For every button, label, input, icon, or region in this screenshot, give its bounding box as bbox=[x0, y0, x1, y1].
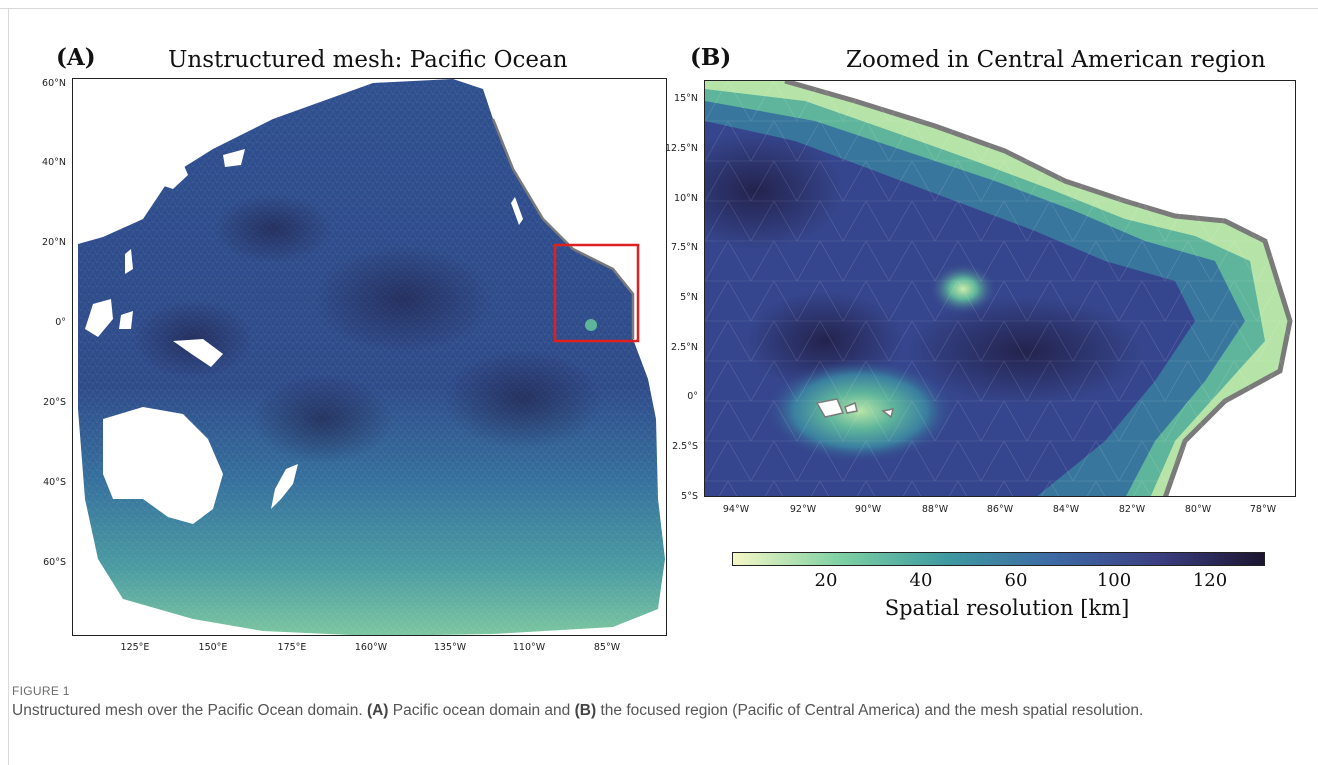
panel-b-ytick: 15°N bbox=[674, 93, 698, 104]
panel-a-ytick: 20°S bbox=[43, 397, 66, 408]
panel-a-xtick: 110°W bbox=[512, 642, 546, 653]
caption-text: the focused region (Pacific of Central A… bbox=[600, 702, 1144, 719]
panel-a-map bbox=[72, 78, 667, 636]
top-rule bbox=[0, 8, 1318, 9]
panel-b-title: Zoomed in Central American region bbox=[846, 47, 1266, 73]
new-guinea-landmass bbox=[173, 339, 223, 367]
panel-b-ytick: 12.5°N bbox=[664, 143, 698, 154]
panel-b-map bbox=[704, 80, 1296, 497]
panel-a-letter: (A) bbox=[56, 44, 96, 71]
caption-text: Pacific ocean domain and bbox=[392, 702, 571, 719]
panel-a-xtick: 125°E bbox=[120, 642, 150, 653]
japan-landmass bbox=[155, 163, 188, 189]
figure-label: FIGURE 1 bbox=[12, 684, 70, 698]
panel-b-ytick: 7.5°N bbox=[671, 242, 698, 253]
panel-b-xtick: 88°W bbox=[921, 504, 949, 515]
figure-caption: Unstructured mesh over the Pacific Ocean… bbox=[12, 700, 1302, 721]
panel-a-ytick: 60°S bbox=[43, 557, 66, 568]
panel-b-ytick: 10°N bbox=[674, 193, 698, 204]
colorbar-label: Spatial resolution [km] bbox=[884, 596, 1130, 620]
caption-panel-b-ref: (B) bbox=[574, 702, 597, 719]
panel-b-xtick: 82°W bbox=[1118, 504, 1146, 515]
colorbar-tick: 100 bbox=[1096, 570, 1132, 591]
panel-a-xtick: 160°W bbox=[354, 642, 388, 653]
panel-b-ytick: 5°S bbox=[681, 491, 698, 502]
panel-b-ytick: 0° bbox=[687, 391, 698, 402]
panel-b-xtick: 78°W bbox=[1249, 504, 1277, 515]
central-america-mesh-map bbox=[705, 81, 1295, 496]
caption-panel-a-ref: (A) bbox=[366, 702, 389, 719]
panel-a-ytick: 40°N bbox=[42, 157, 66, 168]
australia-landmass bbox=[103, 407, 223, 524]
panel-a-xtick: 85°W bbox=[593, 642, 621, 653]
panel-a-xtick: 135°W bbox=[433, 642, 467, 653]
pacific-mesh-map bbox=[78, 79, 665, 635]
panel-b-xtick: 80°W bbox=[1184, 504, 1212, 515]
borneo-landmass bbox=[85, 299, 113, 337]
panel-b-xtick: 86°W bbox=[986, 504, 1014, 515]
panel-b-xtick: 92°W bbox=[789, 504, 817, 515]
panel-b-ytick: 2.5°S bbox=[672, 441, 698, 452]
caption-text: Unstructured mesh over the Pacific Ocean… bbox=[12, 702, 363, 719]
colorbar bbox=[732, 552, 1265, 566]
panel-b-ytick: 5°N bbox=[680, 292, 698, 303]
panel-a-ytick: 20°N bbox=[42, 237, 66, 248]
zoom-region-box bbox=[553, 243, 640, 343]
colorbar-tick: 120 bbox=[1192, 570, 1228, 591]
colorbar-tick: 20 bbox=[814, 570, 838, 591]
panel-a-xtick: 150°E bbox=[198, 642, 228, 653]
panel-b-xtick: 84°W bbox=[1052, 504, 1080, 515]
left-rule bbox=[8, 8, 9, 765]
panel-a-title: Unstructured mesh: Pacific Ocean bbox=[168, 47, 568, 73]
new-zealand-landmass bbox=[271, 464, 298, 509]
panel-a-ytick: 40°S bbox=[43, 477, 66, 488]
panel-a-ytick: 60°N bbox=[42, 78, 66, 89]
panel-b-xtick: 90°W bbox=[854, 504, 882, 515]
colorbar-tick: 40 bbox=[909, 570, 933, 591]
panel-a-xtick: 175°E bbox=[277, 642, 307, 653]
panel-b-letter: (B) bbox=[690, 44, 732, 71]
panel-b-xtick: 94°W bbox=[722, 504, 750, 515]
colorbar-tick: 60 bbox=[1004, 570, 1028, 591]
panel-a-ytick: 0° bbox=[55, 317, 66, 328]
panel-b-ytick: 2.5°N bbox=[671, 342, 698, 353]
